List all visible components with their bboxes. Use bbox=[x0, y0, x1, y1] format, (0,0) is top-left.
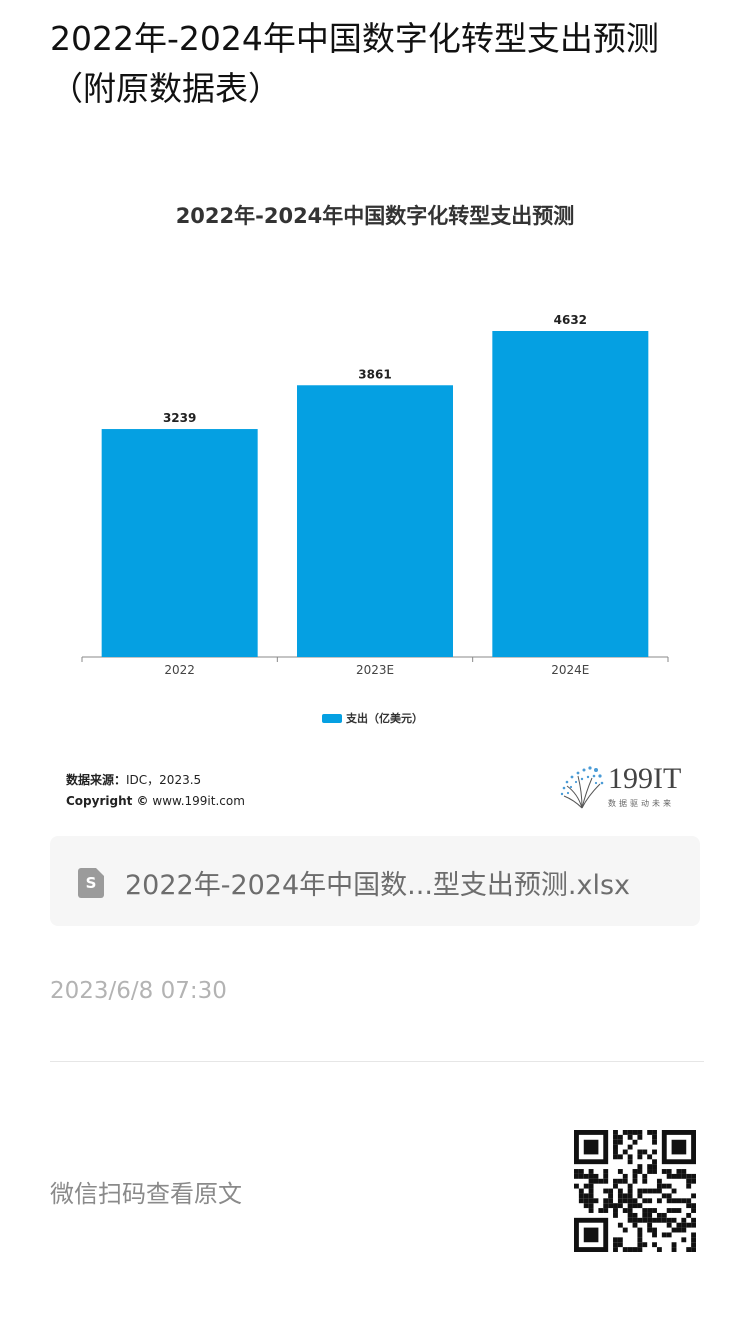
data-source: 数据来源：IDC，2023.5 Copyright © www.199it.co… bbox=[66, 770, 245, 812]
page-title: 2022年-2024年中国数字化转型支出预测（附原数据表） bbox=[50, 19, 659, 108]
chart-legend: 支出（亿美元） bbox=[322, 710, 423, 726]
attachment-file-card[interactable]: S 2022年-2024年中国数...型支出预测.xlsx bbox=[50, 836, 700, 926]
logo-text: 199IT bbox=[608, 762, 682, 795]
copyright-label: Copyright © bbox=[66, 794, 149, 808]
legend-label: 支出（亿美元） bbox=[346, 712, 423, 725]
x-tick-label: 2022 bbox=[164, 663, 195, 677]
bar-chart: 3239 2022 3861 2023E 4632 2024E bbox=[81, 313, 669, 677]
file-name: 2022年-2024年中国数...型支出预测.xlsx bbox=[125, 870, 631, 901]
data-label: 4632 bbox=[554, 313, 587, 327]
logo-tagline: 数据驱动未来 bbox=[608, 799, 674, 808]
source-label: 数据来源： bbox=[66, 773, 127, 787]
copyright-value: www.199it.com bbox=[152, 794, 245, 808]
bar-2022 bbox=[101, 429, 258, 657]
scan-to-view-text: 微信扫码查看原文 bbox=[50, 1180, 242, 1208]
source-value: IDC，2023.5 bbox=[126, 773, 202, 787]
bar-2024E bbox=[492, 331, 649, 657]
chart-card: 2022年-2024年中国数字化转型支出预测 3239 2022 3861 2023E… bbox=[50, 170, 700, 820]
publish-timestamp: 2023/6/8 07:30 bbox=[50, 978, 227, 1004]
dandelion-logo-icon bbox=[560, 766, 604, 809]
brand-logo: 199IT 数据驱动未来 bbox=[558, 762, 693, 812]
divider bbox=[50, 1061, 704, 1062]
chart-title: 2022年-2024年中国数字化转型支出预测 bbox=[175, 204, 575, 228]
legend-swatch bbox=[322, 713, 342, 723]
spreadsheet-file-icon: S bbox=[78, 868, 104, 898]
bar-2023E bbox=[297, 385, 453, 657]
data-label: 3861 bbox=[358, 367, 391, 381]
qr-code-icon[interactable] bbox=[574, 1130, 696, 1252]
x-tick-label: 2023E bbox=[356, 663, 394, 677]
data-label: 3239 bbox=[163, 411, 196, 425]
x-tick-label: 2024E bbox=[551, 663, 589, 677]
